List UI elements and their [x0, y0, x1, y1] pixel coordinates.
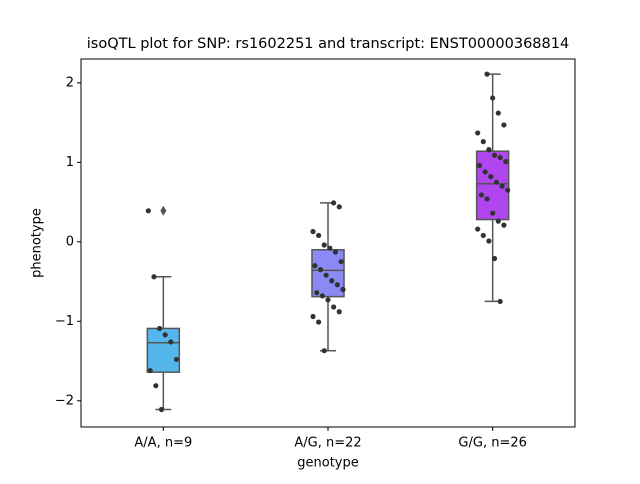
- strip-point: [475, 226, 481, 232]
- strip-point: [151, 274, 157, 280]
- strip-point: [153, 383, 159, 389]
- chart-title: isoQTL plot for SNP: rs1602251 and trans…: [87, 36, 569, 52]
- strip-point: [316, 232, 322, 239]
- strip-point: [147, 367, 153, 374]
- strip-point: [478, 192, 485, 198]
- strip-point: [501, 222, 507, 228]
- strip-point: [503, 158, 509, 165]
- strip-point: [325, 297, 331, 303]
- strip-point: [156, 325, 163, 332]
- strip-point: [480, 139, 486, 145]
- strip-point: [162, 332, 168, 338]
- y-tick-label: 1: [66, 155, 74, 170]
- strip-point: [319, 293, 325, 299]
- plot-frame: [80, 58, 576, 428]
- x-tick-label: G/G, n=26: [458, 436, 526, 451]
- strip-point: [168, 339, 174, 345]
- strip-point: [491, 152, 498, 158]
- strip-point: [310, 313, 316, 320]
- strip-point: [501, 122, 507, 128]
- strip-point: [505, 187, 511, 193]
- strip-point: [488, 174, 494, 180]
- strip-point: [340, 286, 346, 293]
- strip-point: [486, 238, 492, 244]
- strip-point: [317, 267, 324, 273]
- strip-point: [321, 242, 327, 248]
- strip-point: [158, 406, 165, 413]
- y-tick-label: 2: [66, 75, 74, 90]
- strip-point: [334, 282, 340, 288]
- strip-point: [173, 356, 180, 363]
- strip-point: [476, 162, 483, 169]
- strip-point: [475, 130, 481, 136]
- strip-point: [310, 228, 316, 235]
- strip-point: [493, 179, 500, 185]
- strip-point: [336, 204, 342, 210]
- y-tick-label: −1: [55, 314, 74, 329]
- y-tick-label: 0: [66, 234, 74, 249]
- strip-point: [321, 348, 327, 354]
- strip-point: [331, 304, 337, 310]
- strip-point: [314, 290, 320, 296]
- strip-point: [480, 232, 486, 239]
- strip-point: [145, 208, 151, 214]
- strip-point: [327, 245, 333, 251]
- y-axis-label: phenotype: [30, 208, 45, 278]
- strip-point: [491, 255, 498, 262]
- strip-point: [331, 200, 337, 206]
- strip-point: [482, 169, 488, 175]
- strip-point: [332, 249, 339, 255]
- y-tick-label: −2: [55, 393, 74, 408]
- box: [311, 249, 345, 298]
- strip-point: [312, 263, 318, 269]
- strip-point: [316, 319, 322, 325]
- strip-point: [499, 183, 505, 189]
- strip-point: [484, 196, 490, 202]
- x-tick-label: A/G, n=22: [294, 436, 361, 451]
- strip-point: [329, 278, 335, 284]
- strip-point: [484, 71, 490, 77]
- flier: [160, 205, 167, 216]
- strip-point: [495, 218, 501, 224]
- strip-point: [323, 272, 329, 278]
- x-axis-label: genotype: [297, 456, 358, 471]
- strip-point: [490, 210, 496, 216]
- x-tick-label: A/A, n=9: [134, 436, 192, 451]
- strip-point: [490, 95, 496, 101]
- strip-point: [497, 154, 503, 161]
- strip-point: [495, 110, 501, 116]
- strip-point: [336, 309, 342, 315]
- strip-point: [497, 298, 503, 305]
- strip-point: [338, 259, 344, 265]
- strip-point: [486, 147, 492, 153]
